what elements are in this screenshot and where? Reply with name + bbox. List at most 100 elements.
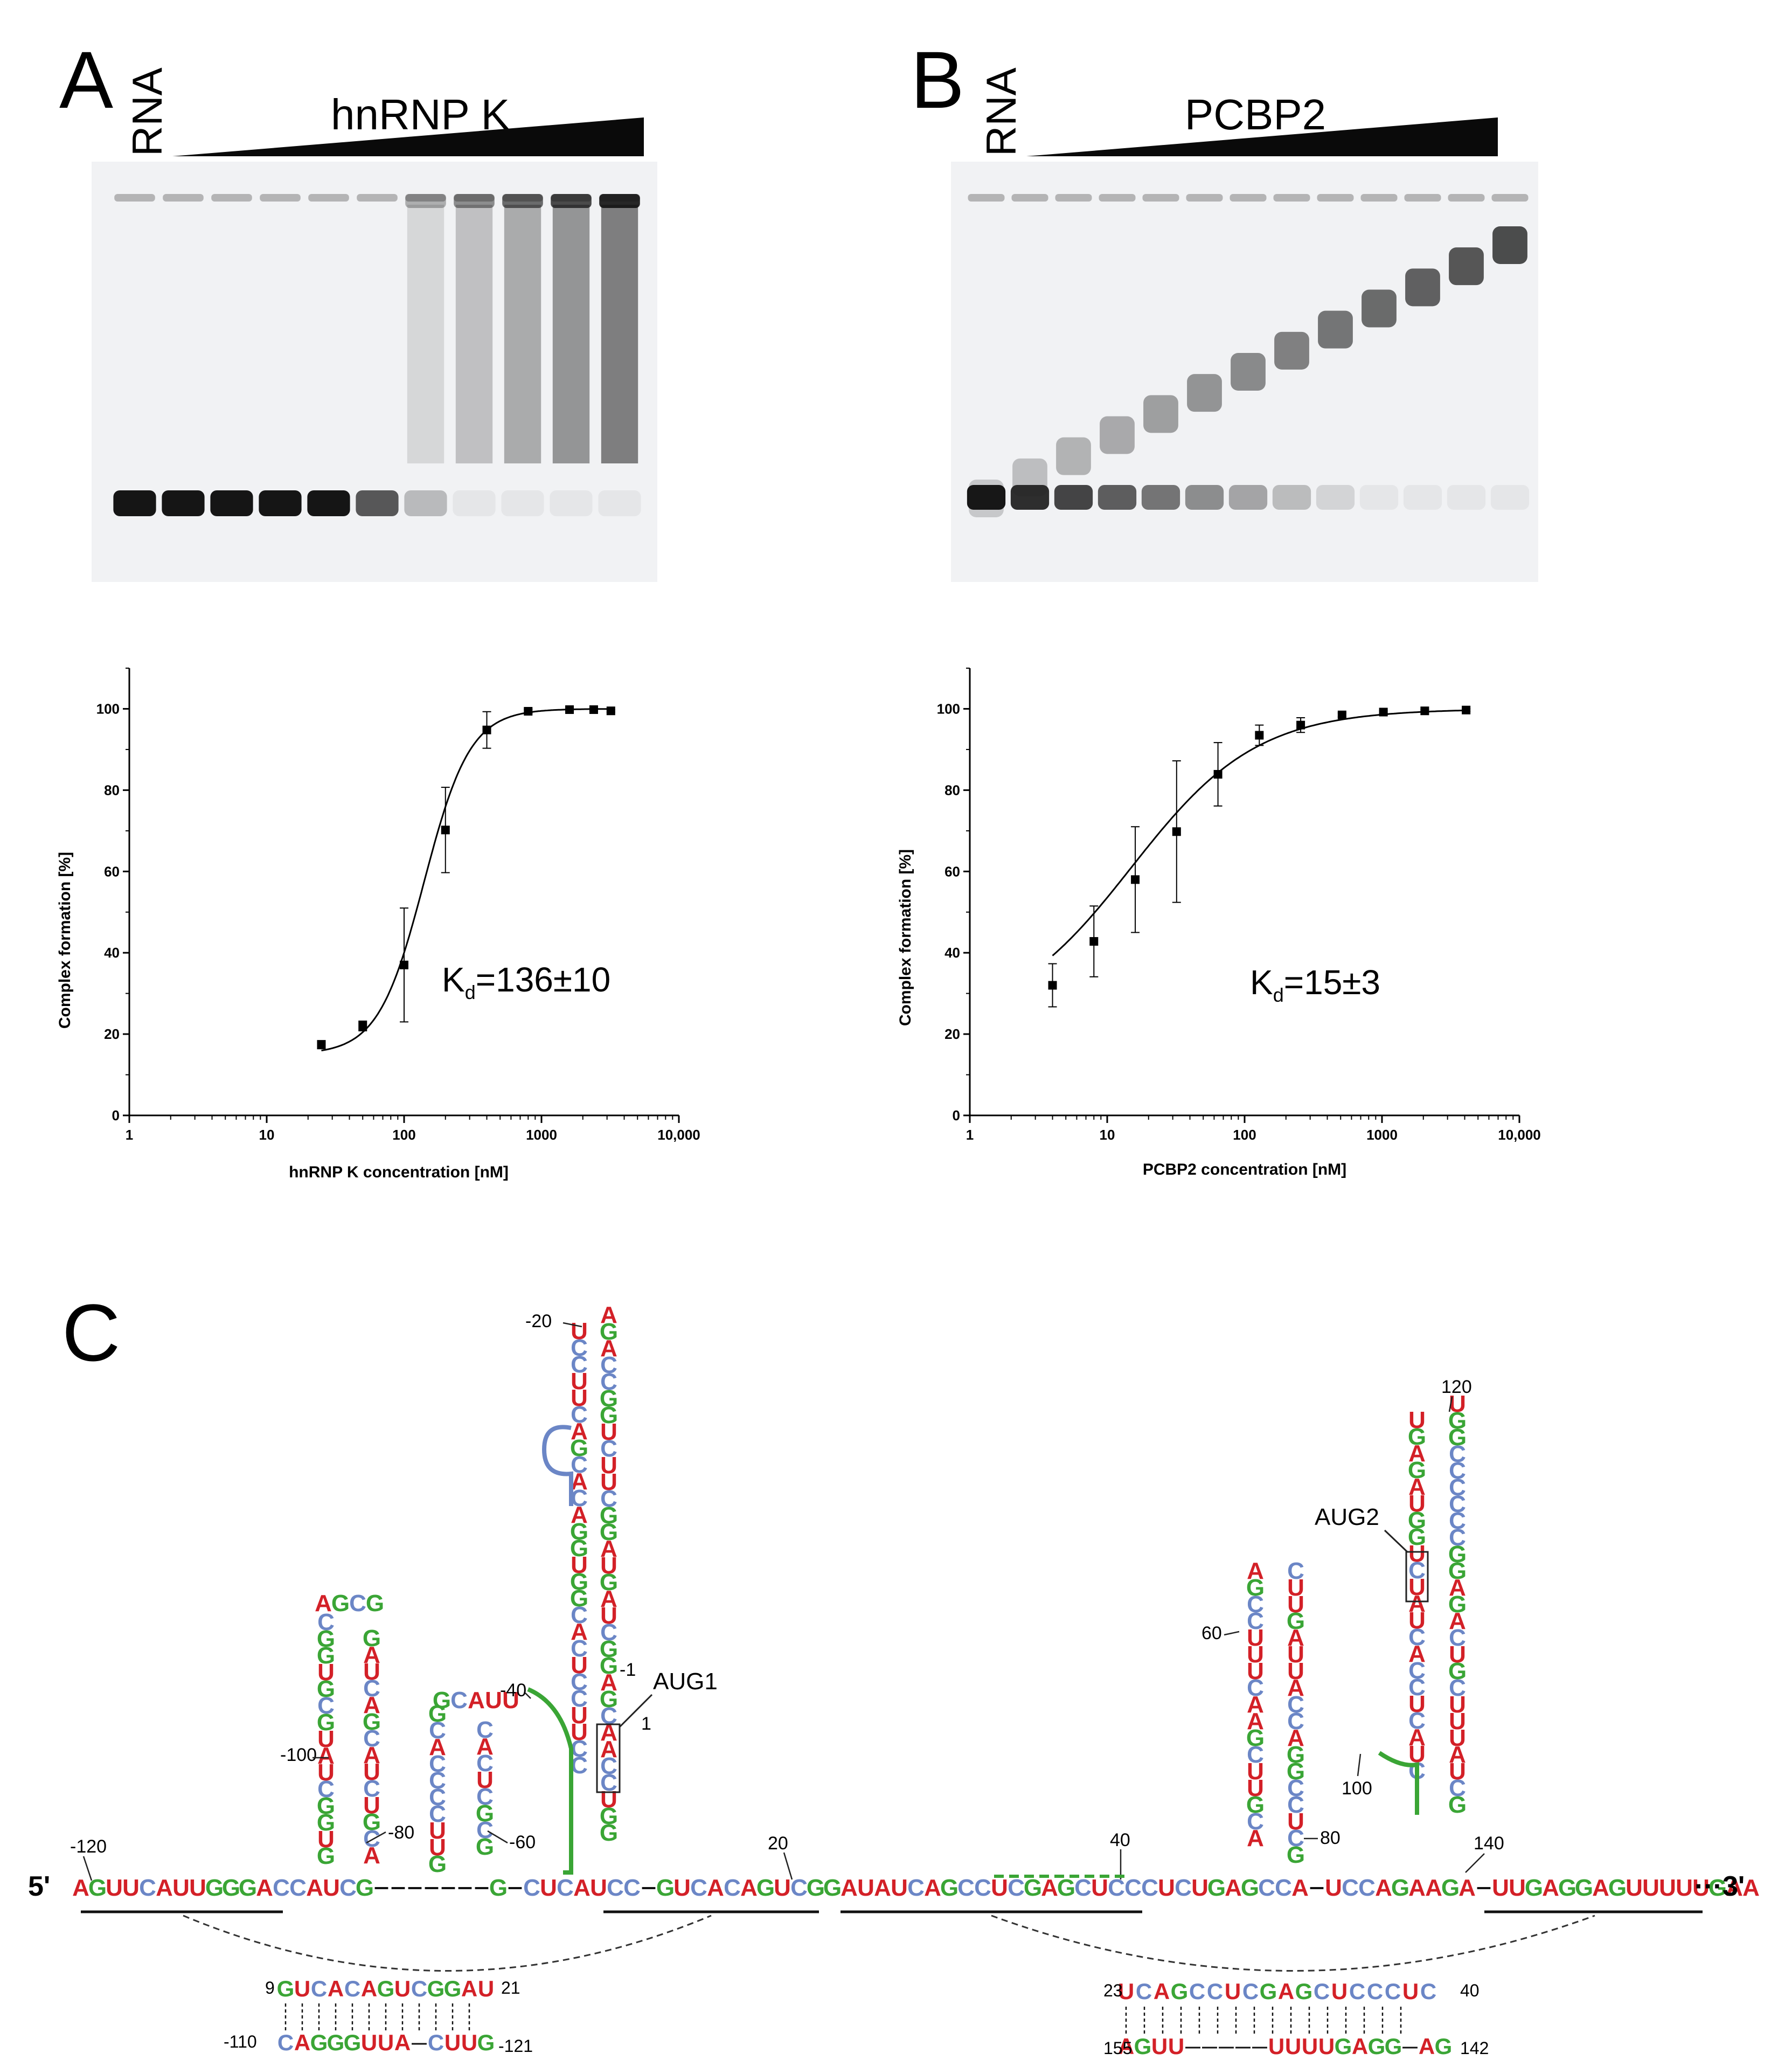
nucleotide: G — [1385, 2034, 1402, 2059]
data-point — [441, 826, 450, 835]
nucleotide: G — [1295, 1979, 1313, 2004]
nucleotide: G — [363, 1809, 381, 1835]
x-tick-label: 10,000 — [1498, 1127, 1541, 1143]
nucleotide: G — [1408, 1424, 1426, 1450]
aug2-label: AUG2 — [1315, 1504, 1379, 1530]
nucleotide: A — [1247, 1825, 1264, 1851]
nucleotide: C — [1358, 1875, 1376, 1901]
nucleotide: G — [1525, 1875, 1543, 1901]
panel-b-protein-label: PCBP2 — [1185, 91, 1326, 138]
nucleotide: U — [1402, 1979, 1419, 2004]
nucleotide: U — [1091, 1875, 1108, 1901]
nucleotide: C — [450, 1687, 468, 1714]
nucleotide: C — [428, 2030, 444, 2055]
nucleotide: A — [571, 1502, 588, 1528]
nucleotide: U — [122, 1875, 140, 1901]
pos-40: 40 — [1110, 1830, 1130, 1850]
nucleotide: G — [600, 1803, 618, 1829]
nucleotide: A — [1408, 1641, 1426, 1667]
nucleotide: G — [600, 1686, 618, 1712]
nucleotide: A — [600, 1335, 617, 1362]
nucleotide: C — [429, 1801, 446, 1827]
pos-m20: -20 — [525, 1311, 552, 1331]
nucleotide: G — [1708, 1875, 1727, 1901]
chart-b-kd-k: K — [1250, 963, 1273, 1002]
pos-80: 80 — [1320, 1828, 1340, 1848]
nucleotide: C — [724, 1875, 741, 1901]
nucleotide: C — [339, 1875, 357, 1901]
nucleotide: C — [571, 1669, 588, 1695]
nucleotide: C — [571, 1335, 588, 1361]
nucleotide: C — [1242, 1979, 1259, 2004]
nucleotide: A — [294, 2030, 310, 2055]
nucleotide: G — [570, 1569, 588, 1595]
nucleotide: C — [557, 1875, 574, 1901]
nucleotide: U — [361, 2030, 377, 2055]
y-tick-label: 100 — [96, 700, 120, 717]
nucleotide: C — [476, 1784, 494, 1810]
inset-left-top-start: 9 — [265, 1978, 275, 1997]
nucleotide: G — [600, 1402, 618, 1428]
pos-m120: -120 — [70, 1836, 107, 1857]
nucleotide: U — [600, 1552, 617, 1579]
data-point — [565, 705, 574, 714]
nucleotide: G — [1368, 2034, 1386, 2059]
nucleotide: U — [1247, 1775, 1264, 1801]
nucleotide: C — [1287, 1792, 1304, 1818]
nucleotide: U — [1408, 1607, 1426, 1634]
nucleotide: C — [1247, 1742, 1264, 1768]
nucleotide: U — [857, 1875, 874, 1901]
nucleotide: U — [485, 1687, 502, 1714]
data-point — [1296, 720, 1305, 730]
panel-a-letter: A — [59, 34, 113, 125]
nucleotide: G — [1246, 1725, 1265, 1751]
nucleotide: U — [317, 1659, 335, 1686]
nucleotide: U — [1318, 2034, 1335, 2059]
nucleotide: U — [1287, 1641, 1304, 1668]
inset-right-top-start: 23 — [1103, 1981, 1123, 2000]
nucleotide: A — [1287, 1725, 1304, 1751]
nucleotide: G — [600, 1502, 618, 1529]
nucleotide: C — [429, 1767, 446, 1794]
chart-a-kd-value: =136±10 — [476, 960, 610, 999]
nucleotide: G — [205, 1875, 224, 1901]
nucleotide: C — [1247, 1591, 1264, 1618]
nucleotide: C — [1074, 1875, 1092, 1901]
nucleotide: U — [1158, 1875, 1175, 1901]
nucleotide: G — [1441, 1875, 1460, 1901]
nucleotide: G — [444, 1976, 462, 2001]
inset-right-top-end: 40 — [1460, 1981, 1480, 2000]
nucleotide: G — [570, 1535, 588, 1562]
nucleotide: C — [1408, 1557, 1426, 1584]
nucleotide: A — [1247, 1691, 1264, 1718]
nucleotide: G — [1448, 1558, 1467, 1584]
nucleotide: U — [1285, 2034, 1301, 2059]
nucleotide: U — [991, 1875, 1008, 1901]
nucleotide: G — [1260, 1979, 1277, 2004]
fit-curve — [321, 708, 611, 1052]
nucleotide: U — [571, 1552, 588, 1578]
nucleotide: G — [1408, 1524, 1426, 1550]
nucleotide: C — [476, 1817, 494, 1843]
nucleotide: A — [1542, 1875, 1559, 1901]
nucleotide: A — [1408, 1474, 1426, 1500]
nucleotide: U — [1692, 1875, 1710, 1901]
nucleotide: C — [1408, 1708, 1426, 1734]
nucleotide: U — [774, 1875, 791, 1901]
panel-b-rna-label: RNA — [977, 67, 1025, 156]
nucleotide: A — [600, 1736, 617, 1763]
nucleotide: G — [1448, 1658, 1467, 1684]
nucleotide: C — [476, 1750, 494, 1777]
nucleotide: C — [1385, 1979, 1401, 2004]
position-labels: -120 -100 -80 -60 -40 -20 -1 1 20 40 60 … — [70, 1311, 1504, 1857]
nucleotide: C — [1287, 1708, 1304, 1735]
nucleotide: C — [273, 1875, 290, 1901]
y-tick-label: 40 — [944, 945, 960, 961]
nucleotide: C — [311, 1976, 327, 2001]
data-point — [1379, 708, 1388, 717]
nucleotide: C — [1207, 1979, 1223, 2004]
fit-curve — [1052, 709, 1467, 956]
nucleotide: A — [317, 1743, 335, 1769]
nucleotide: G — [1241, 1875, 1259, 1901]
nucleotide: G — [1171, 1979, 1189, 2004]
